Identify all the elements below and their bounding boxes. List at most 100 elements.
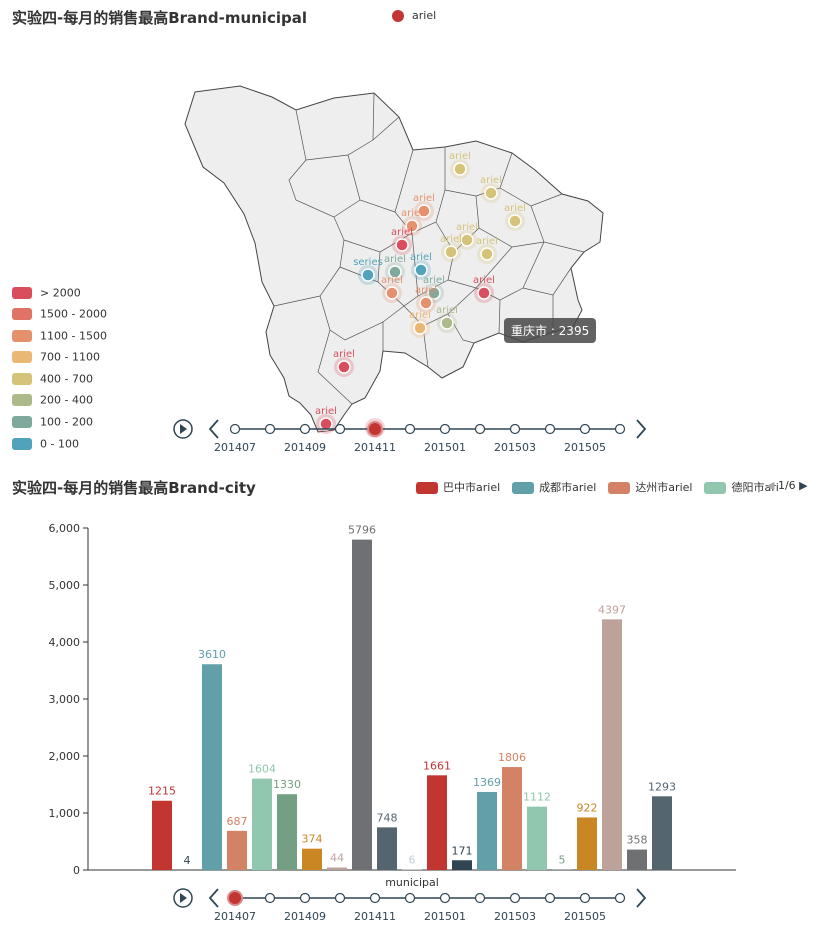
map-point[interactable]: ariel [384,254,406,282]
bar[interactable] [227,830,247,870]
bar[interactable] [602,619,622,870]
timeline-node[interactable] [404,892,416,904]
bar-title: 实验四-每月的销售最高Brand-city [12,479,256,497]
map-point[interactable]: ariel [449,151,471,179]
bar[interactable] [452,860,472,870]
legend-item-chengdu[interactable]: 成都市ariel [512,479,596,495]
map-point[interactable]: ariel [473,275,495,303]
bar[interactable] [302,848,322,870]
map-point-dot [361,268,375,282]
bar[interactable] [502,767,522,870]
bar[interactable] [527,806,547,870]
timeline-node[interactable] [439,892,451,904]
map-point-dot [388,265,402,279]
timeline-node[interactable] [509,892,521,904]
visual-map-item-6[interactable]: 200 - 400 [12,393,93,407]
map-point[interactable]: ariel [409,310,431,338]
bar[interactable] [427,775,447,870]
timeline-node[interactable] [229,423,241,435]
timeline-node[interactable] [544,423,556,435]
visual-map-item-3[interactable]: 1100 - 1500 [12,329,107,343]
play-button[interactable] [173,419,193,439]
map-point[interactable]: ariel [504,203,526,231]
map-point-dot [419,296,433,310]
bar-value-label: 1661 [423,759,451,772]
timeline-label: 201411 [354,441,396,454]
map-point[interactable]: ariel [456,222,478,250]
timeline-node[interactable] [334,423,346,435]
visual-map-item-4[interactable]: 700 - 1100 [12,350,100,364]
legend-label: 德阳市ari [731,481,779,494]
map-point[interactable]: ariel [476,236,498,264]
bar-value-label: 171 [452,844,473,857]
timeline-node[interactable] [264,423,276,435]
visual-map-item-2[interactable]: 1500 - 2000 [12,307,107,321]
legend-item-dazhou[interactable]: 达州市ariel [608,479,692,495]
timeline-node[interactable] [474,892,486,904]
bar[interactable] [577,817,597,870]
map-point-label: ariel [381,275,403,286]
visual-map-item-5[interactable]: 400 - 700 [12,372,93,386]
timeline-prev-icon[interactable] [208,419,219,439]
y-tick-label: 0 [73,864,80,877]
bar-value-label: 1112 [523,791,551,804]
play-button[interactable] [173,888,193,908]
map-point-label: ariel [456,222,478,233]
map-point[interactable]: ariel [410,252,432,280]
bar[interactable] [252,778,272,870]
y-tick-label: 2,000 [49,750,81,763]
timeline-prev-icon[interactable] [208,888,219,908]
timeline-node[interactable] [334,892,346,904]
visual-map-item-7[interactable]: 100 - 200 [12,415,93,429]
map-point[interactable]: series [353,257,383,285]
timeline-node[interactable] [299,892,311,904]
timeline-node[interactable] [579,423,591,435]
timeline-node[interactable] [474,423,486,435]
timeline-node[interactable] [509,423,521,435]
map-point[interactable]: ariel [436,305,458,333]
map-point[interactable]: ariel [413,193,435,221]
timeline-node[interactable] [439,423,451,435]
map-point-dot [508,214,522,228]
timeline-node[interactable] [369,892,381,904]
map-point[interactable]: ariel [440,234,462,262]
map-point[interactable]: ariel [381,275,403,303]
bar[interactable] [352,539,372,870]
map-point[interactable]: ariel [333,349,355,377]
map-point[interactable]: ariel [391,227,413,255]
timeline-label: 201505 [564,441,606,454]
bar-value-label: 358 [627,834,648,847]
pager-next-icon[interactable]: ▶ [799,479,808,492]
bar[interactable] [327,867,347,870]
timeline-next-icon[interactable] [636,419,647,439]
map-point-dot [460,233,474,247]
bar[interactable] [377,827,397,870]
timeline-node[interactable] [544,892,556,904]
timeline-node[interactable] [264,892,276,904]
bar[interactable] [152,800,172,870]
timeline-current-node[interactable] [227,890,243,906]
timeline-node[interactable] [299,423,311,435]
bar[interactable] [477,791,497,870]
timeline-node[interactable] [404,423,416,435]
bar-value-label: 922 [577,801,598,814]
legend-item-deyang[interactable]: 德阳市ari [704,479,779,495]
timeline-current-node[interactable] [367,421,383,437]
timeline-node[interactable] [614,892,626,904]
visual-map-item-8[interactable]: 0 - 100 [12,437,79,451]
bar[interactable] [652,796,672,870]
bar[interactable] [202,664,222,870]
visual-map-item-1[interactable]: > 2000 [12,286,81,300]
map-point[interactable]: ariel [480,175,502,203]
timeline-next-icon[interactable] [636,888,647,908]
timeline-node[interactable] [579,892,591,904]
timeline-node[interactable] [614,423,626,435]
legend-label: 达州市ariel [635,481,693,494]
legend-item-bazhong[interactable]: 巴中市ariel [416,479,500,495]
map-point[interactable]: ariel [401,208,423,236]
bar[interactable] [627,849,647,870]
map-series-legend[interactable]: ariel [392,9,436,22]
bar[interactable] [277,794,297,870]
map-point[interactable]: ariel [415,285,437,313]
pager-prev-icon[interactable]: ◀ [766,479,775,492]
